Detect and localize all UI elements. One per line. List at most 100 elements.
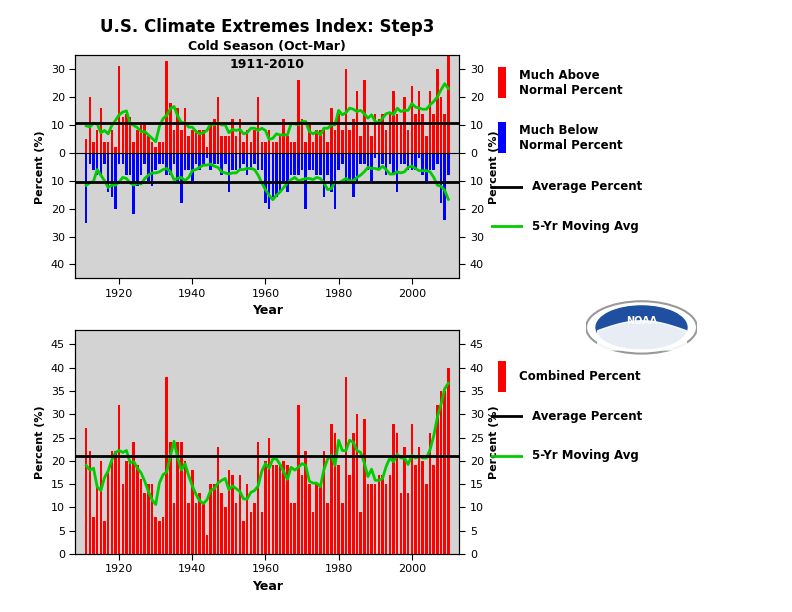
Bar <box>403 97 406 153</box>
Bar <box>220 153 223 175</box>
Bar <box>304 153 307 209</box>
Bar <box>235 502 238 554</box>
Bar <box>166 377 168 554</box>
Text: Average Percent: Average Percent <box>532 409 642 423</box>
Bar <box>268 438 270 554</box>
Bar <box>290 502 292 554</box>
Bar <box>209 153 212 170</box>
Bar <box>272 466 274 554</box>
Bar <box>410 424 413 554</box>
Bar <box>421 153 424 175</box>
Bar <box>188 136 190 153</box>
Bar <box>188 502 190 554</box>
Bar <box>143 153 146 164</box>
Bar <box>374 114 376 153</box>
Bar <box>363 153 366 164</box>
Bar <box>381 153 384 164</box>
Bar <box>107 141 109 153</box>
Bar <box>421 461 424 554</box>
Bar <box>286 153 289 192</box>
Bar <box>227 470 230 554</box>
Bar <box>173 130 175 153</box>
Bar <box>407 493 409 554</box>
Bar <box>322 153 326 198</box>
Bar <box>497 67 506 98</box>
Bar <box>180 153 183 203</box>
Bar <box>121 484 124 554</box>
Bar <box>356 414 358 554</box>
Bar <box>180 130 183 153</box>
Ellipse shape <box>596 306 687 349</box>
Bar <box>432 153 435 170</box>
Bar <box>177 108 179 153</box>
Bar <box>315 153 318 175</box>
Bar <box>367 484 369 554</box>
Bar <box>198 493 201 554</box>
Bar <box>396 433 398 554</box>
Bar <box>114 147 116 153</box>
Bar <box>136 130 139 153</box>
Bar <box>381 114 384 153</box>
Bar <box>92 141 95 153</box>
Bar <box>166 153 168 175</box>
Bar <box>272 141 274 153</box>
Bar <box>265 461 267 554</box>
Bar <box>162 141 164 153</box>
Bar <box>345 69 347 153</box>
Bar <box>322 452 326 554</box>
Bar <box>326 153 329 175</box>
Bar <box>238 153 241 170</box>
Bar <box>198 153 201 170</box>
Bar <box>217 97 219 153</box>
Bar <box>140 153 143 175</box>
Bar <box>352 119 355 153</box>
Bar <box>337 114 340 153</box>
Bar <box>213 484 215 554</box>
Bar <box>392 91 394 153</box>
Bar <box>348 130 351 153</box>
Bar <box>265 141 267 153</box>
Text: 5-Yr Moving Avg: 5-Yr Moving Avg <box>532 449 639 463</box>
Bar <box>231 475 234 554</box>
Bar <box>158 153 161 164</box>
Bar <box>381 475 384 554</box>
Bar <box>224 136 227 153</box>
Bar <box>96 484 98 554</box>
Text: Average Percent: Average Percent <box>532 180 642 193</box>
Ellipse shape <box>586 301 697 354</box>
Bar <box>154 153 157 170</box>
Bar <box>283 461 285 554</box>
Bar <box>257 97 260 153</box>
Bar <box>150 484 154 554</box>
Bar <box>114 452 116 554</box>
Bar <box>330 424 333 554</box>
Bar <box>188 153 190 170</box>
Bar <box>191 130 193 153</box>
Bar <box>238 475 241 554</box>
Bar <box>206 147 208 153</box>
Bar <box>154 517 157 554</box>
Bar <box>418 91 421 153</box>
Bar <box>261 153 263 170</box>
Bar <box>363 80 366 153</box>
Text: NOAA: NOAA <box>626 316 657 326</box>
Bar <box>96 153 98 175</box>
Bar <box>191 153 193 181</box>
Bar <box>294 141 296 153</box>
Bar <box>118 153 120 164</box>
Bar <box>444 114 446 153</box>
Bar <box>348 153 351 181</box>
Bar <box>132 141 135 153</box>
Bar <box>436 405 439 554</box>
Bar <box>333 130 337 153</box>
Bar <box>297 153 299 175</box>
Text: Cold Season (Oct-Mar): Cold Season (Oct-Mar) <box>188 40 346 53</box>
Bar <box>103 521 106 554</box>
Bar <box>92 153 95 170</box>
Bar <box>360 136 362 153</box>
Bar <box>341 153 344 164</box>
Bar <box>497 122 506 153</box>
Bar <box>129 461 131 554</box>
Bar <box>268 153 270 209</box>
Bar <box>403 153 406 164</box>
